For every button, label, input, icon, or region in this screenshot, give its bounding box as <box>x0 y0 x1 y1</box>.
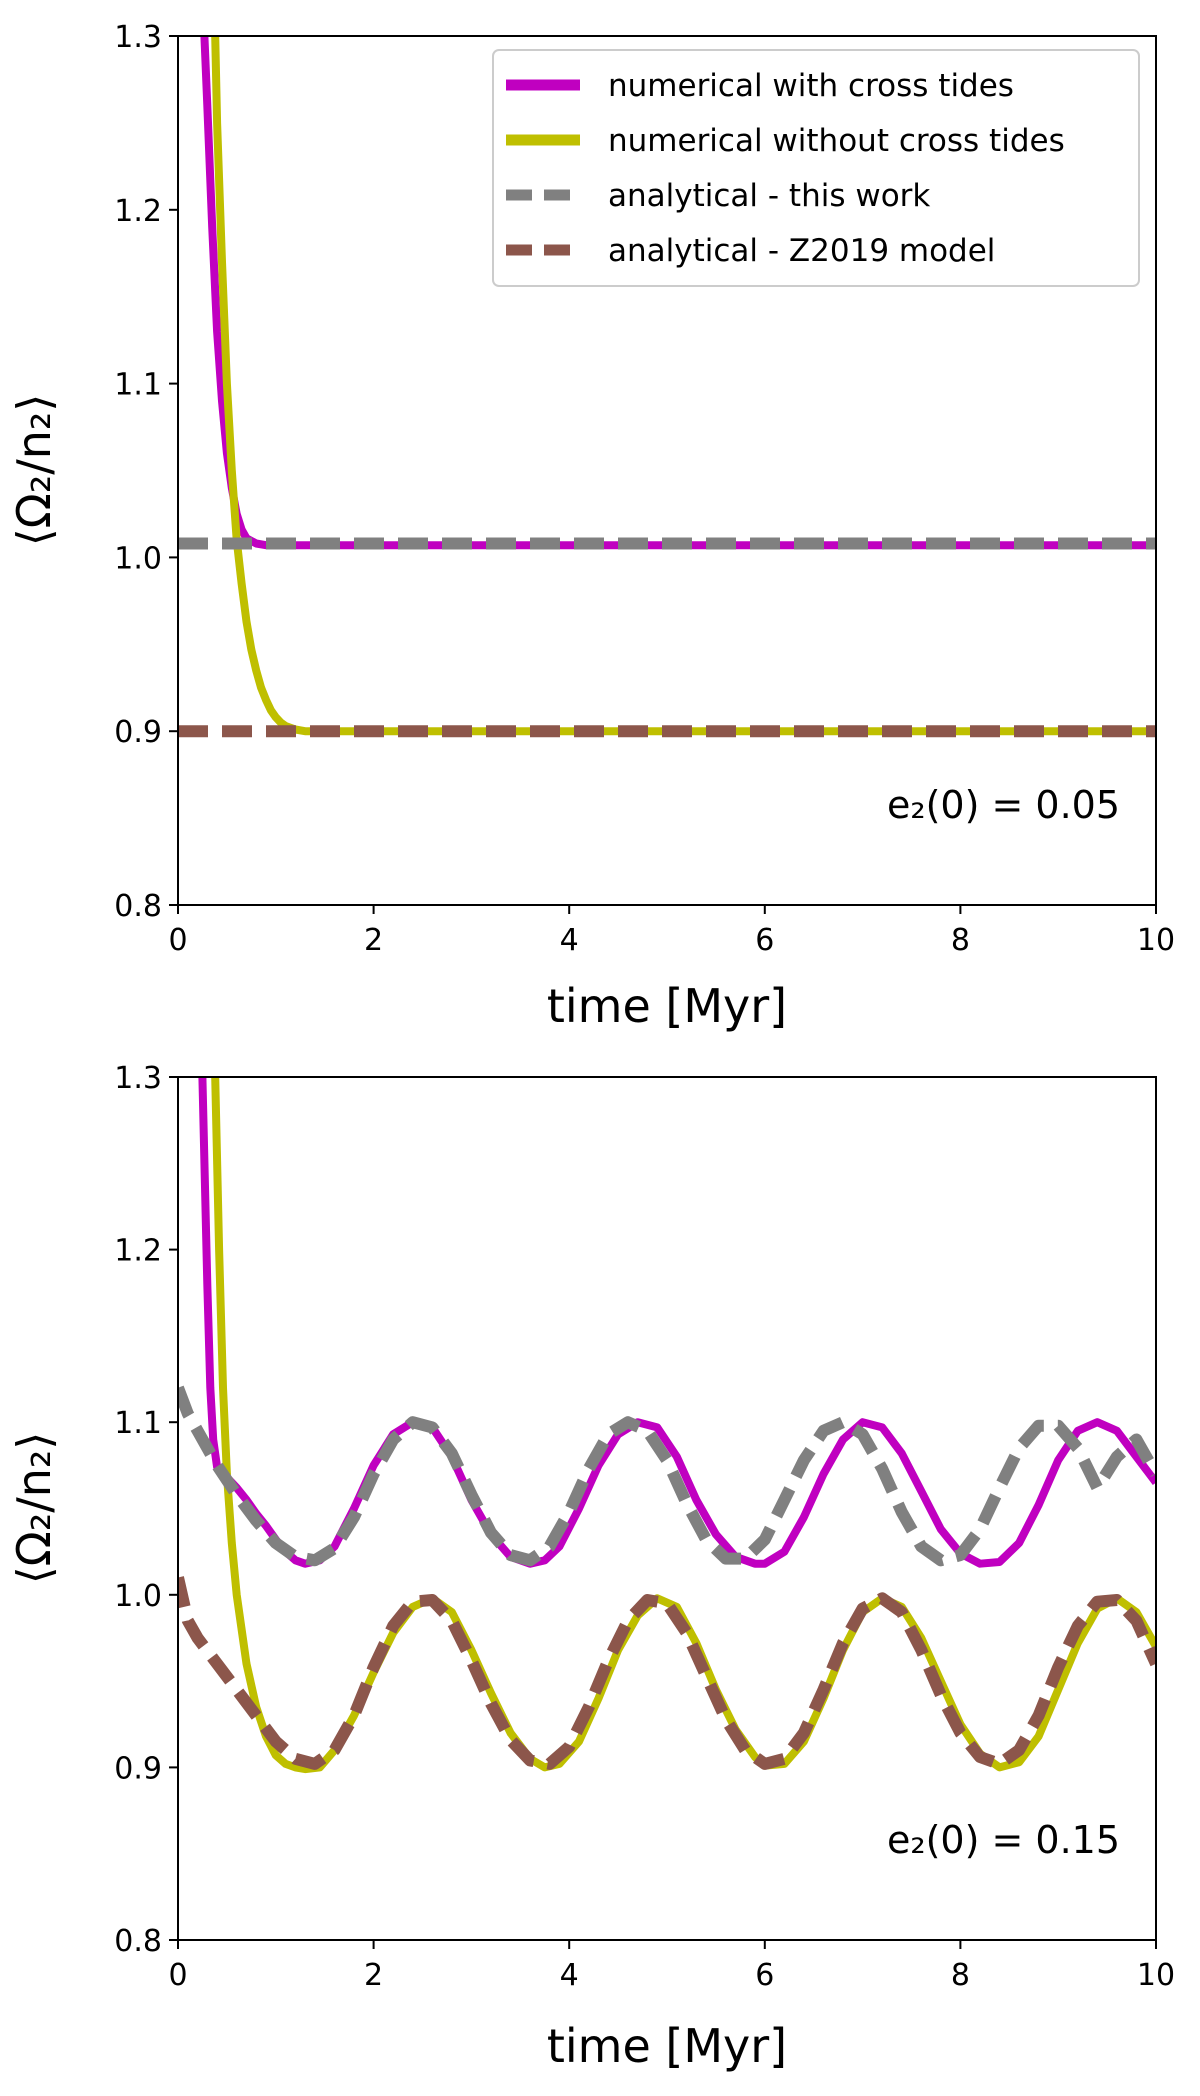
x-tick-label: 10 <box>1137 923 1175 958</box>
legend-label-analytical-this-work: analytical - this work <box>608 178 930 214</box>
legend-label-numerical-without-cross-tides: numerical without cross tides <box>608 123 1065 159</box>
x-tick-label: 2 <box>364 1958 383 1993</box>
legend-label-numerical-with-cross-tides: numerical with cross tides <box>608 68 1014 104</box>
panel-top-series <box>178 36 1156 738</box>
y-tick-label: 1.0 <box>114 541 162 576</box>
x-tick-label: 0 <box>168 923 187 958</box>
x-tick-label: 10 <box>1137 1958 1175 1993</box>
panel-bottom-annotation: e₂(0) = 0.15 <box>887 1818 1120 1862</box>
series-line-analytical-z2019-model <box>178 1576 1156 1770</box>
panel-bottom: 0 2 4 6 8 10 0.8 0.9 1.0 1.1 1.2 1.3 time [Myr] ⟨Ω₂… <box>7 1061 1175 2073</box>
panel-top-ticks: 0 2 4 6 8 10 0.8 0.9 1.0 1.1 1.2 1.3 <box>114 20 1175 958</box>
panel-top-xlabel: time [Myr] <box>547 979 787 1033</box>
y-tick-label: 1.3 <box>114 20 162 55</box>
x-tick-label: 6 <box>755 923 774 958</box>
panel-bottom-ylabel: ⟨Ω₂/n₂⟩ <box>7 1432 61 1585</box>
y-tick-label: 1.0 <box>114 1579 162 1614</box>
panel-top-annotation: e₂(0) = 0.05 <box>887 783 1120 827</box>
y-tick-label: 0.9 <box>114 715 162 750</box>
x-tick-label: 4 <box>560 923 579 958</box>
x-tick-label: 8 <box>951 923 970 958</box>
y-tick-label: 1.2 <box>114 1234 162 1269</box>
panel-bottom-xlabel: time [Myr] <box>547 2019 787 2073</box>
y-tick-label: 0.8 <box>114 889 162 924</box>
panel-top-ylabel: ⟨Ω₂/n₂⟩ <box>7 394 61 547</box>
x-tick-label: 6 <box>755 1958 774 1993</box>
x-tick-label: 4 <box>560 1958 579 1993</box>
legend-label-analytical-z2019-model: analytical - Z2019 model <box>608 233 995 269</box>
legend: numerical with cross tides numerical wit… <box>492 49 1140 287</box>
x-tick-label: 0 <box>168 1958 187 1993</box>
panel-top: 0 2 4 6 8 10 0.8 0.9 1.0 1.1 1.2 1.3 time [Myr] ⟨Ω₂… <box>7 20 1175 1033</box>
panel-bottom-series <box>178 1077 1156 1774</box>
y-tick-label: 1.1 <box>114 368 162 403</box>
y-tick-label: 0.9 <box>114 1751 162 1786</box>
series-line-analytical-this-work <box>178 1385 1156 1567</box>
y-tick-label: 1.3 <box>114 1061 162 1096</box>
panel-bottom-frame <box>177 1076 1157 1941</box>
y-tick-label: 1.1 <box>114 1406 162 1441</box>
x-tick-label: 2 <box>364 923 383 958</box>
y-tick-label: 1.2 <box>114 194 162 229</box>
panel-bottom-ticks: 0 2 4 6 8 10 0.8 0.9 1.0 1.1 1.2 1.3 <box>114 1061 1175 1993</box>
x-tick-label: 8 <box>951 1958 970 1993</box>
legend-box <box>492 49 1140 287</box>
y-tick-label: 0.8 <box>114 1924 162 1959</box>
panel-top-frame <box>177 35 1157 906</box>
series-line-numerical-without-cross-tides <box>211 1077 1156 1774</box>
